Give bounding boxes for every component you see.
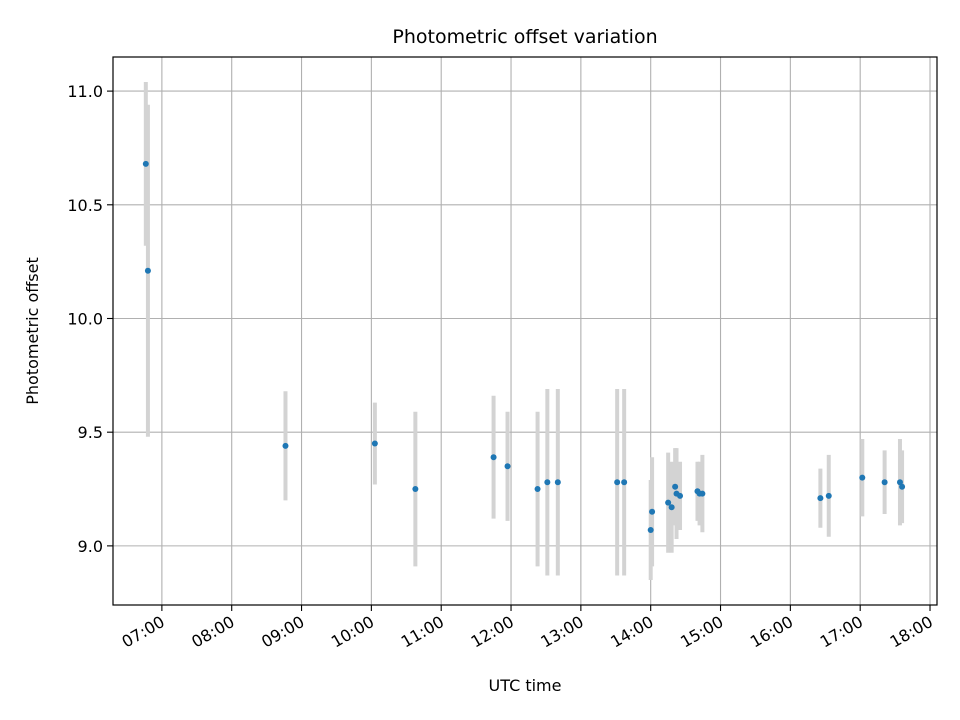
data-point: [412, 486, 419, 493]
y-tick-label: 9.5: [78, 423, 103, 442]
data-point: [672, 483, 679, 490]
data-point: [614, 479, 621, 486]
data-point: [504, 463, 511, 470]
y-tick-label: 10.5: [67, 196, 103, 215]
y-tick-label: 11.0: [67, 82, 103, 101]
data-points: [142, 160, 906, 533]
data-point: [881, 479, 888, 486]
chart-title: Photometric offset variation: [392, 26, 657, 48]
data-point: [534, 486, 541, 493]
data-point: [896, 479, 903, 486]
plot-frame: [112, 56, 938, 606]
data-point: [817, 495, 824, 502]
data-point: [144, 267, 151, 274]
y-axis-ticks: 9.0 9.5 10.0 10.5 11.0: [67, 82, 113, 556]
data-point: [282, 442, 289, 449]
data-point: [142, 160, 149, 167]
data-point: [371, 440, 378, 447]
data-point: [677, 492, 684, 499]
data-point: [554, 479, 561, 486]
grid-lines: [113, 57, 937, 605]
data-point: [899, 483, 906, 490]
data-point: [649, 508, 656, 515]
y-axis-label: Photometric offset: [23, 257, 42, 405]
y-tick-label: 10.0: [67, 309, 103, 328]
data-point: [621, 479, 628, 486]
data-point: [665, 499, 672, 506]
data-point: [544, 479, 551, 486]
data-point: [668, 504, 675, 511]
data-point: [490, 454, 497, 461]
data-point: [699, 490, 706, 497]
y-tick-label: 9.0: [78, 537, 103, 556]
x-axis-label: UTC time: [489, 676, 562, 695]
data-point: [825, 492, 832, 499]
data-point: [647, 526, 654, 533]
data-point: [859, 474, 866, 481]
